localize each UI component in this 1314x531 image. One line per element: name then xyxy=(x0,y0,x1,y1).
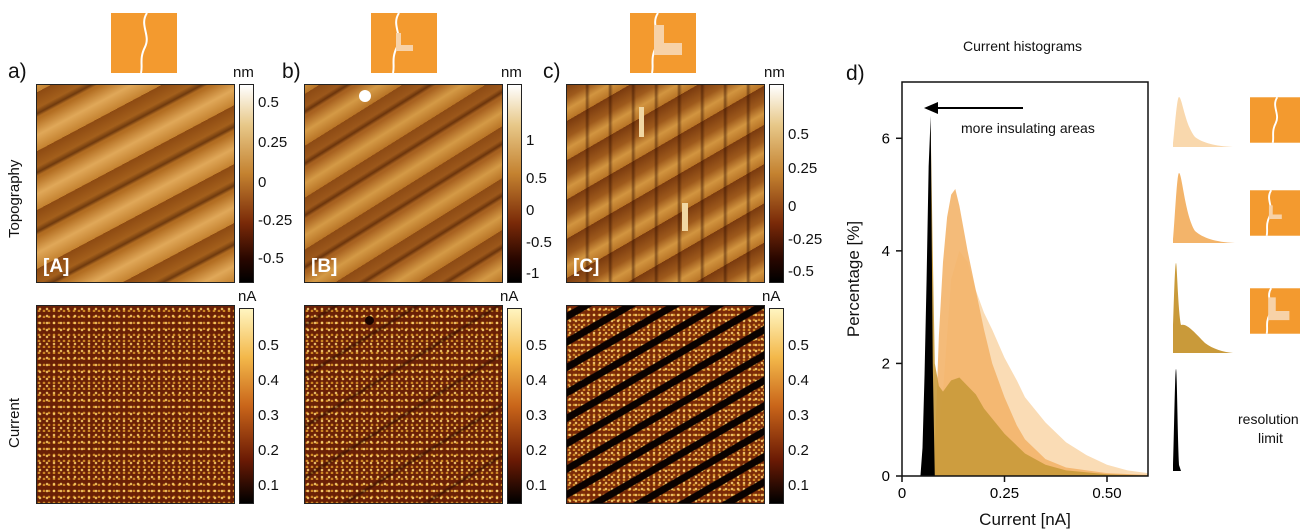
topography-colorbar-b xyxy=(507,84,522,283)
histogram-title: Current histograms xyxy=(963,38,1083,54)
colorbar-tick: 0 xyxy=(526,202,535,219)
topography-unit-b: nm xyxy=(501,64,522,81)
topography-colorbar-a xyxy=(239,84,254,283)
scan-tag-a: [A] xyxy=(43,256,70,277)
colorbar-tick: 0.1 xyxy=(258,477,279,494)
colorbar-tick: -0.5 xyxy=(788,263,814,280)
colorbar-tick: 0.2 xyxy=(258,442,279,459)
colorbar-tick: 0.3 xyxy=(526,407,547,424)
topography-scan-b: [B] xyxy=(304,84,503,283)
row-label-current: Current xyxy=(6,397,23,448)
x-axis-label: Current [nA] xyxy=(979,510,1071,529)
current-unit-a: nA xyxy=(238,288,257,305)
resolution-label-line1: resolution xyxy=(1238,411,1299,427)
current-scan-c xyxy=(566,305,765,504)
topography-colorbar-c xyxy=(769,84,784,283)
legend-icon-b xyxy=(1250,190,1300,236)
mini-histograms xyxy=(1173,97,1235,471)
colorbar-tick: 0.5 xyxy=(526,337,547,354)
colorbar-tick: 0.4 xyxy=(526,372,547,389)
current-scan-b xyxy=(304,305,503,504)
panel-letter-c: c) xyxy=(543,60,561,83)
histogram-series-3 xyxy=(920,115,935,476)
plot-frame xyxy=(901,81,1149,477)
y-tick-label: 6 xyxy=(882,130,890,147)
row-label-topography: Topography xyxy=(6,159,23,238)
schematic-icon-a xyxy=(111,13,177,73)
x-tick-label: 0 xyxy=(898,485,906,502)
schematic-icon-c xyxy=(630,13,696,73)
current-colorbar-a xyxy=(239,308,254,504)
topography-scan-c: [C] xyxy=(566,84,765,283)
colorbar-tick: 0.25 xyxy=(788,160,818,177)
colorbar-tick: 0.5 xyxy=(258,337,279,354)
x-tick-label: 0.25 xyxy=(990,485,1019,502)
schematic-icon-b xyxy=(371,13,437,73)
y-tick-label: 4 xyxy=(882,243,890,260)
histogram-axes: 0 0.25 0.50 0 2 4 6 xyxy=(882,130,1122,502)
current-unit-b: nA xyxy=(500,288,519,305)
colorbar-tick: 0.5 xyxy=(526,170,547,187)
colorbar-tick: -0.25 xyxy=(788,231,823,248)
colorbar-tick: -0.5 xyxy=(526,234,552,251)
histogram-chart: 0 0.25 0.50 0 2 4 6 more insulating areas Perc… xyxy=(844,81,1149,529)
colorbar-tick: 0.25 xyxy=(258,134,288,151)
colorbar-tick: 0.1 xyxy=(526,477,547,494)
scan-tag-c: [C] xyxy=(573,256,600,277)
colorbar-tick: 0.3 xyxy=(258,407,279,424)
colorbar-tick: 0 xyxy=(258,174,267,191)
colorbar-tick: 0.1 xyxy=(788,477,809,494)
colorbar-tick: -1 xyxy=(526,265,540,282)
topography-scan-a: [A] xyxy=(36,84,235,283)
y-axis-label: Percentage [%] xyxy=(844,221,863,337)
y-tick-label: 2 xyxy=(882,355,890,372)
current-colorbar-b xyxy=(507,308,522,504)
histogram-areas xyxy=(920,115,1148,477)
legend-icon-a xyxy=(1250,97,1300,143)
panel-letter-b: b) xyxy=(282,60,301,83)
colorbar-tick: 1 xyxy=(526,132,535,149)
topography-unit-c: nm xyxy=(764,64,785,81)
histogram-series-1 xyxy=(934,188,1148,476)
colorbar-tick: 0.2 xyxy=(526,442,547,459)
current-colorbar-c xyxy=(769,308,784,504)
topography-unit-a: nm xyxy=(233,64,254,81)
y-tick-label: 0 xyxy=(882,468,890,485)
colorbar-tick: 0.3 xyxy=(788,407,809,424)
scan-tag-b: [B] xyxy=(311,256,338,277)
colorbar-tick: 0.4 xyxy=(258,372,279,389)
colorbar-tick: -0.5 xyxy=(258,250,284,267)
panel-letter-d: d) xyxy=(846,62,865,85)
current-unit-c: nA xyxy=(762,288,781,305)
legend-icon-c xyxy=(1250,288,1300,334)
histogram-series-2 xyxy=(926,127,1148,477)
x-tick-label: 0.50 xyxy=(1092,485,1121,502)
annotation-arrow-head xyxy=(924,102,938,114)
colorbar-tick: 0 xyxy=(788,198,797,215)
colorbar-tick: 0.4 xyxy=(788,372,809,389)
resolution-label-line2: limit xyxy=(1258,430,1283,446)
panel-letter-a: a) xyxy=(8,60,27,83)
colorbar-tick: 0.2 xyxy=(788,442,809,459)
colorbar-tick: 0.5 xyxy=(788,337,809,354)
colorbar-tick: 0.5 xyxy=(788,126,809,143)
colorbar-tick: -0.25 xyxy=(258,212,293,229)
current-scan-a xyxy=(36,305,235,504)
colorbar-tick: 0.5 xyxy=(258,94,279,111)
annotation-text: more insulating areas xyxy=(961,120,1095,136)
